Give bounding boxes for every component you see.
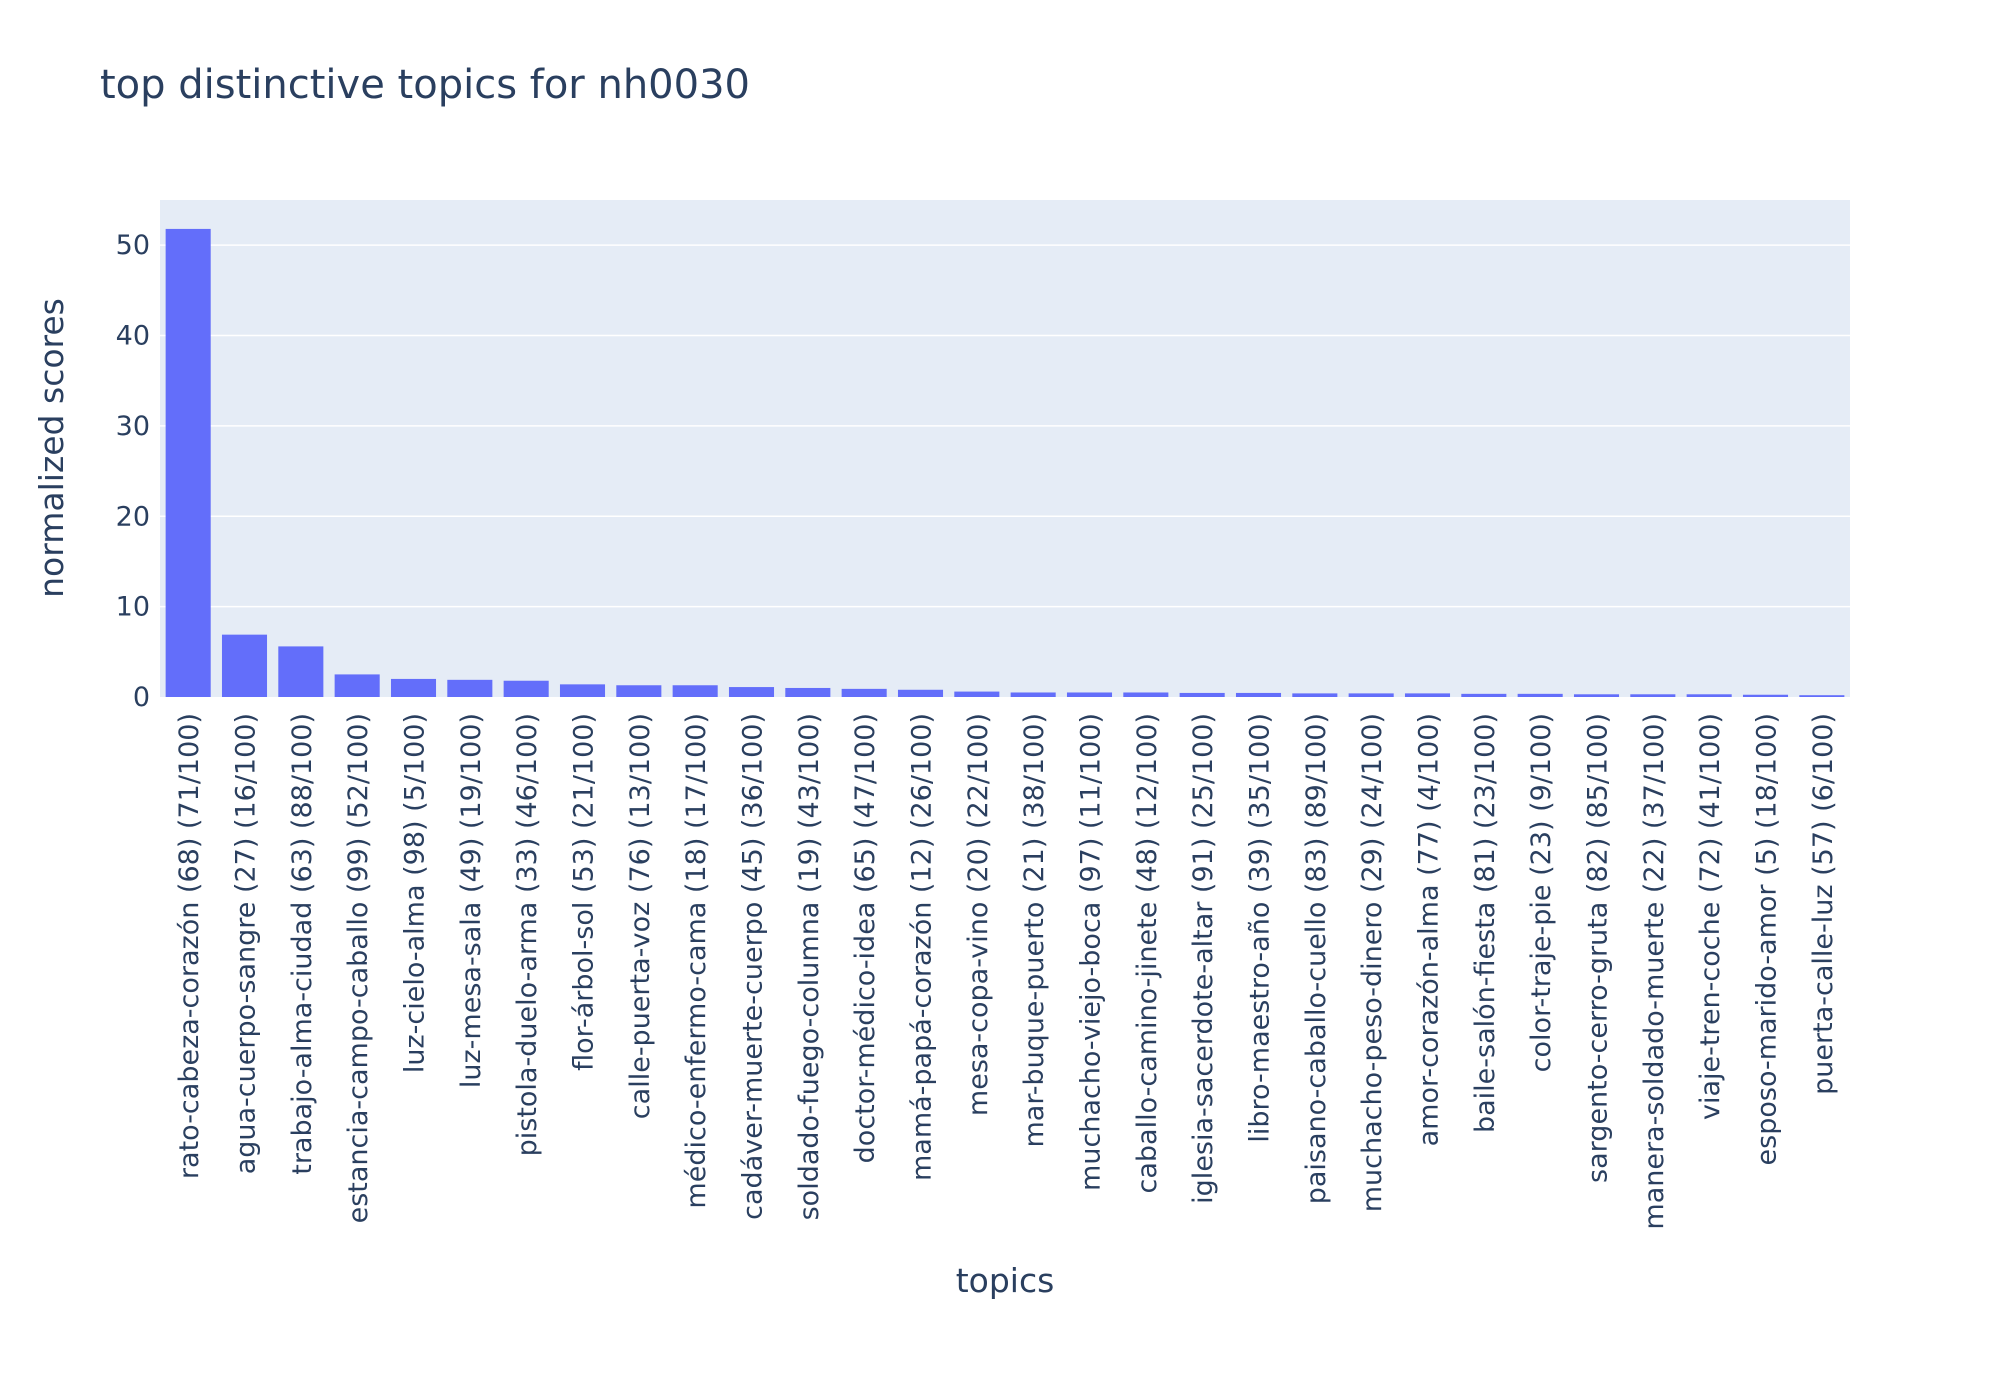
y-tick-label: 20	[116, 501, 150, 532]
x-tick-label: rato-cabeza-corazón (68) (71/100)	[174, 713, 205, 1179]
x-tick-label: puerta-calle-luz (57) (6/100)	[1808, 713, 1839, 1095]
bar	[1799, 695, 1845, 697]
bars	[165, 228, 1845, 697]
y-tick-label: 50	[116, 230, 150, 261]
bar	[559, 684, 606, 697]
x-tick-label: flor-árbol-sol (53) (21/100)	[569, 713, 600, 1071]
bar	[1742, 694, 1789, 697]
bar	[1517, 693, 1563, 697]
x-tick-label: mamá-papá-corazón (12) (26/100)	[907, 713, 938, 1181]
y-tick-labels: 0 10 20 30 40 50	[116, 230, 150, 713]
x-tick-label: iglesia-sacerdote-altar (91) (25/100)	[1188, 713, 1219, 1204]
x-tick-label: amor-corazón-alma (77) (4/100)	[1414, 713, 1445, 1146]
bar	[503, 680, 549, 697]
plot-area	[160, 200, 1850, 697]
y-tick-label: 40	[116, 321, 150, 352]
x-tick-label: soldado-fuego-columna (19) (43/100)	[794, 713, 825, 1220]
bar	[1123, 692, 1169, 697]
bar	[1461, 693, 1507, 697]
x-tick-label: paisano-caballo-cuello (83) (89/100)	[1301, 713, 1332, 1204]
x-tick-label: calle-puerta-voz (76) (13/100)	[625, 713, 656, 1119]
bar	[1573, 694, 1620, 697]
bar	[1630, 694, 1676, 697]
y-tick-label: 10	[116, 592, 150, 623]
x-tick-label: pistola-duelo-arma (33) (46/100)	[512, 713, 543, 1156]
x-tick-label: mesa-copa-vino (20) (22/100)	[963, 713, 994, 1116]
bar	[1066, 692, 1113, 697]
bar	[841, 688, 887, 697]
bar	[1348, 693, 1394, 697]
bar	[390, 678, 437, 697]
y-tick-label: 30	[116, 411, 150, 442]
bar	[1235, 692, 1282, 697]
x-tick-label: caballo-camino-jinete (48) (12/100)	[1132, 713, 1163, 1193]
x-tick-label: sargento-cerro-gruta (82) (85/100)	[1583, 713, 1614, 1183]
x-tick-label: agua-cuerpo-sangre (27) (16/100)	[231, 713, 262, 1174]
x-tick-label: baile-salón-fiesta (81) (23/100)	[1470, 713, 1501, 1133]
x-tick-label: doctor-médico-idea (65) (47/100)	[850, 713, 881, 1163]
x-tick-label: médico-enfermo-cama (18) (17/100)	[681, 713, 712, 1209]
x-tick-label: trabajo-alma-ciudad (63) (88/100)	[287, 713, 318, 1175]
x-tick-label: viaje-tren-coche (72) (41/100)	[1695, 713, 1726, 1120]
y-tick-label: 0	[133, 682, 150, 713]
x-tick-label: color-traje-pie (23) (9/100)	[1526, 713, 1557, 1072]
x-tick-label: luz-cielo-alma (98) (5/100)	[400, 713, 431, 1073]
x-tick-label: muchacho-viejo-boca (97) (11/100)	[1076, 713, 1107, 1191]
chart-title: top distinctive topics for nh0030	[100, 62, 750, 108]
x-tick-label: muchacho-peso-dinero (29) (24/100)	[1357, 713, 1388, 1212]
x-tick-label: mar-buque-puerto (21) (38/100)	[1019, 713, 1050, 1148]
bar	[785, 687, 831, 697]
bar	[1686, 694, 1732, 697]
bar	[672, 685, 718, 697]
x-tick-label: luz-mesa-sala (49) (19/100)	[456, 713, 487, 1088]
bar	[897, 689, 944, 697]
bar	[447, 679, 493, 697]
x-axis-title: topics	[956, 1261, 1055, 1300]
x-tick-label: libro-maestro-año (39) (35/100)	[1245, 713, 1276, 1143]
bar	[616, 685, 662, 697]
x-tick-label: esposo-marido-amor (5) (18/100)	[1752, 713, 1783, 1165]
x-tick-label: estancia-campo-caballo (99) (52/100)	[343, 713, 374, 1223]
bar	[334, 674, 380, 697]
bar	[221, 634, 268, 697]
x-tick-labels: rato-cabeza-corazón (68) (71/100) agua-cu…	[174, 713, 1839, 1230]
bar	[165, 228, 211, 697]
bar	[1292, 693, 1338, 697]
bar	[278, 646, 324, 697]
bar	[1010, 692, 1056, 697]
bar	[954, 691, 1000, 697]
x-tick-label: cadáver-muerte-cuerpo (45) (36/100)	[738, 713, 769, 1220]
bar	[1404, 693, 1451, 697]
bar	[1179, 692, 1225, 697]
gridlines	[160, 244, 1850, 608]
bar	[728, 687, 775, 697]
y-axis-title: normalized scores	[32, 298, 71, 598]
x-tick-label: manera-soldado-muerte (22) (37/100)	[1639, 713, 1670, 1230]
